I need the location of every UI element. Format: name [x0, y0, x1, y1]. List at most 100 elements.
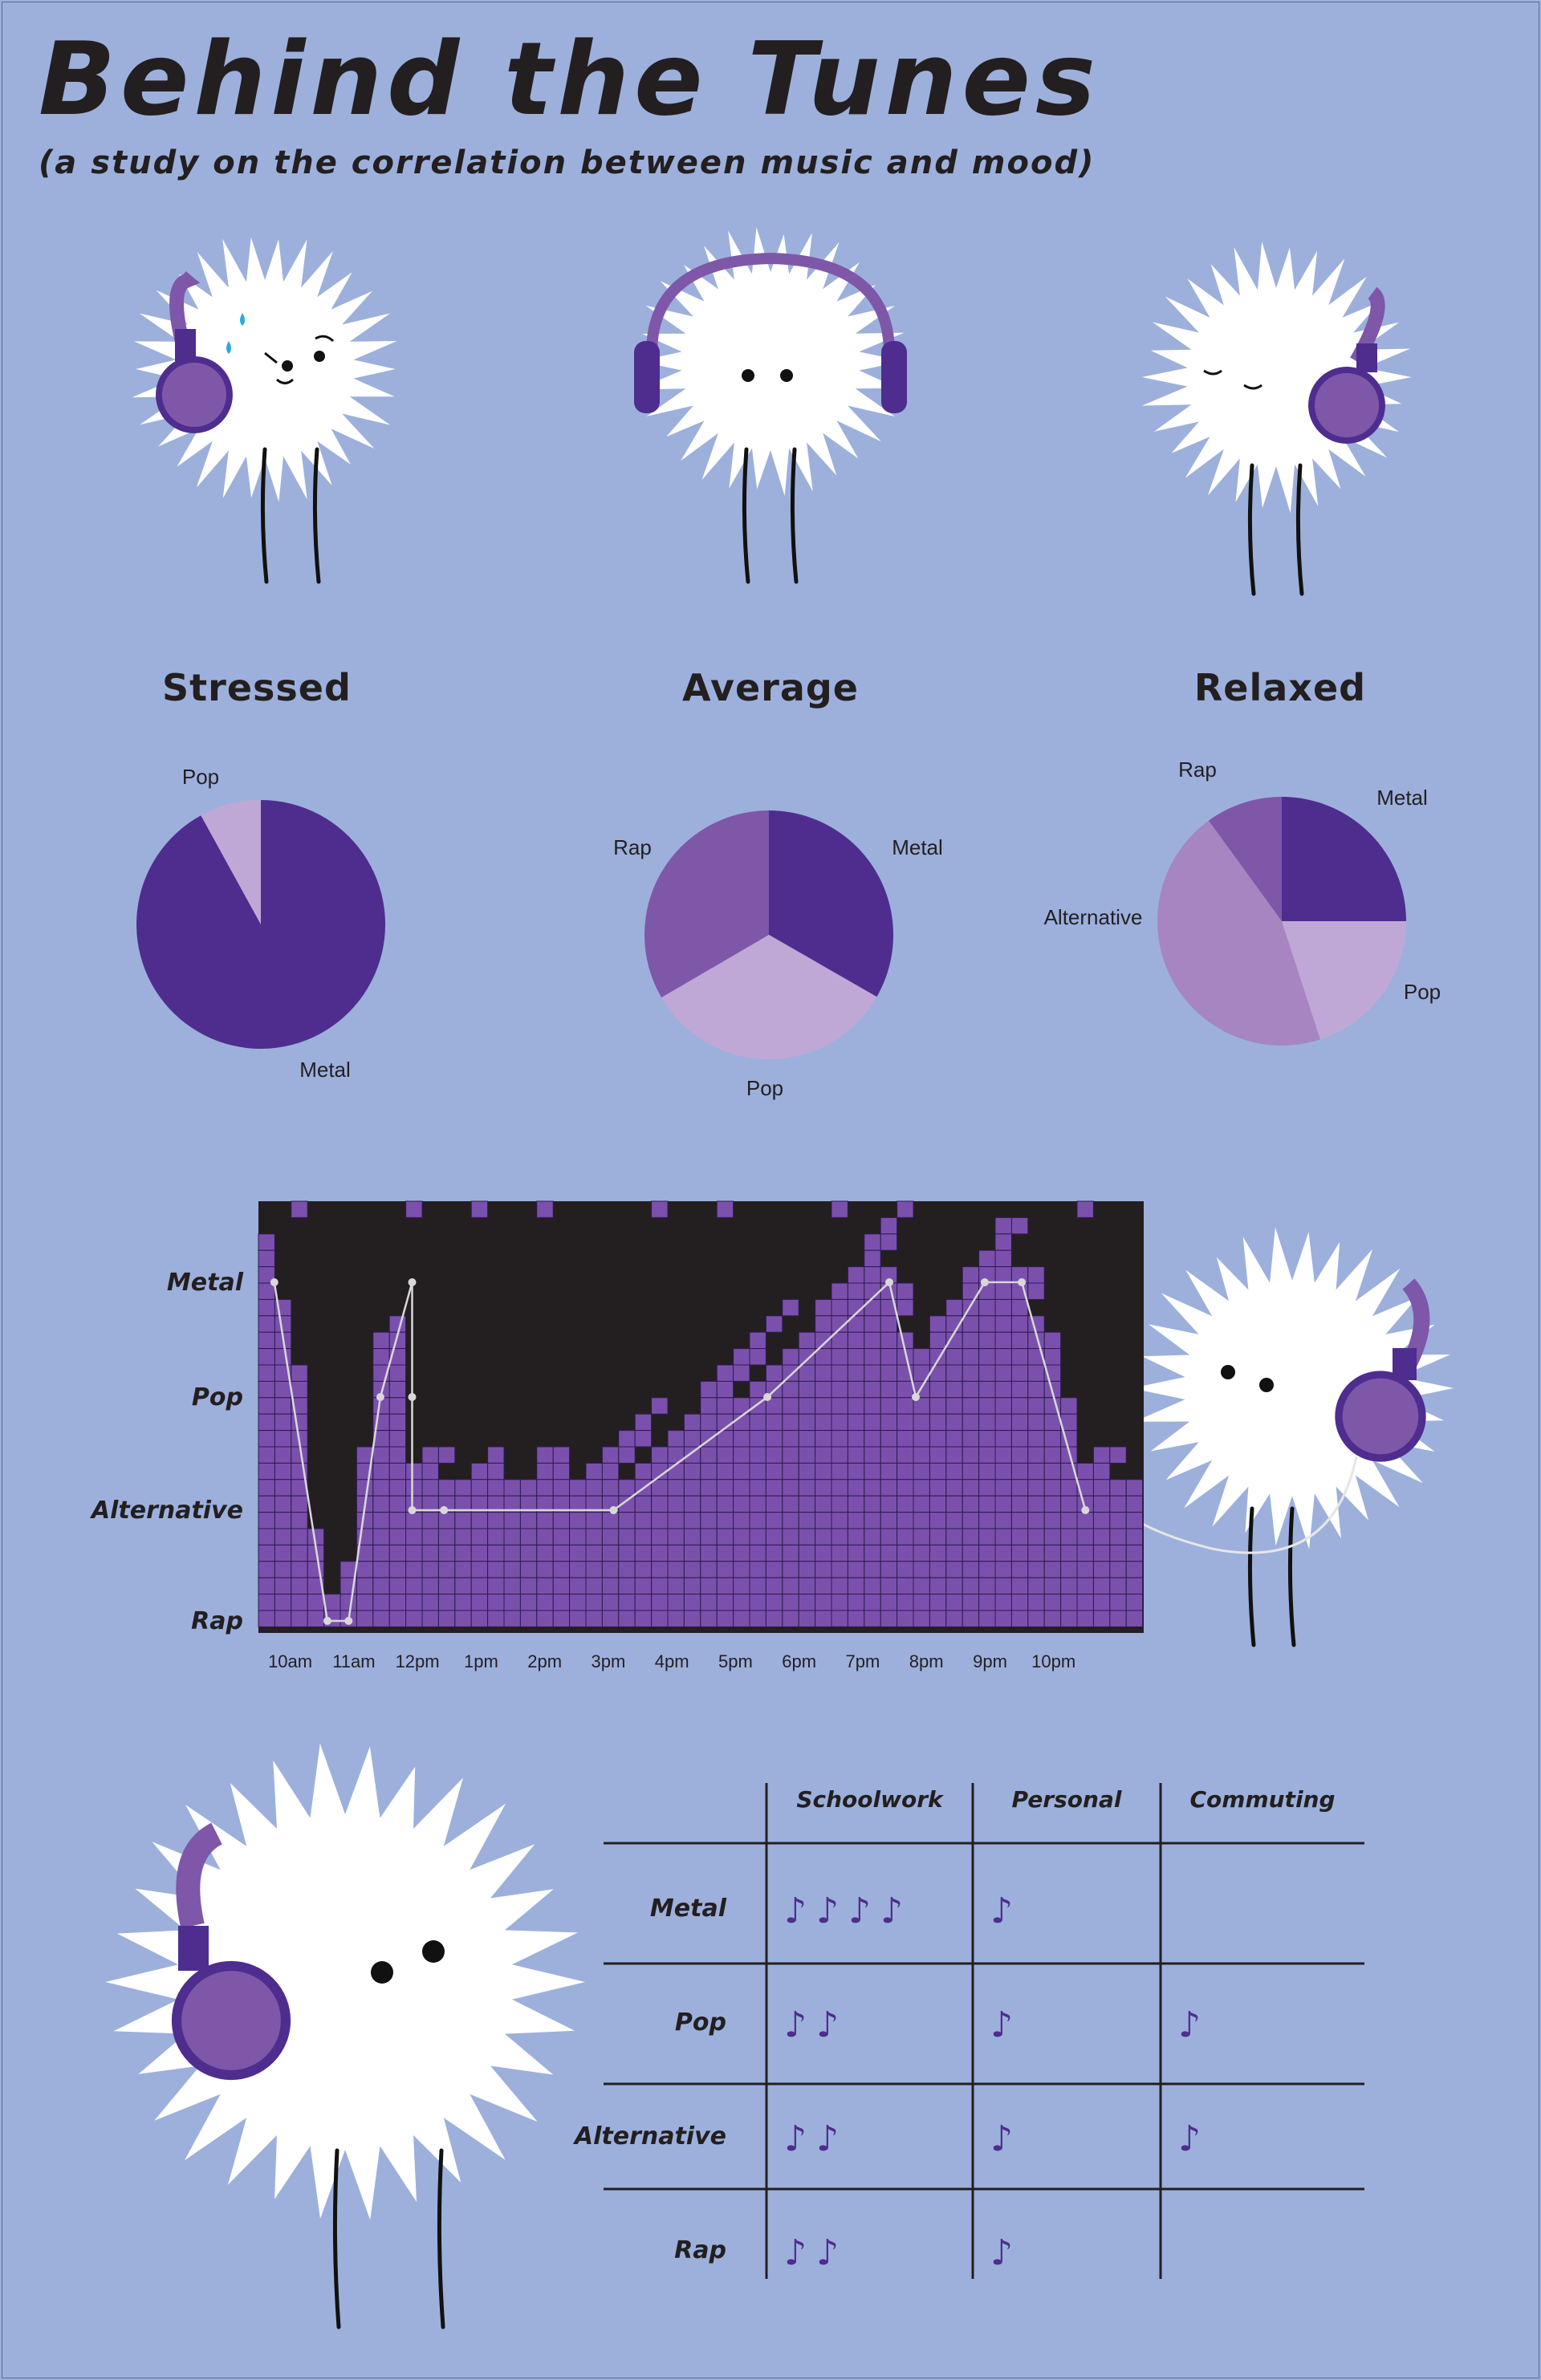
area-cell	[569, 1594, 587, 1611]
area-cell	[1027, 1544, 1045, 1562]
area-cell	[1010, 1331, 1029, 1350]
pie-slice-metal	[1282, 797, 1406, 921]
area-cell	[962, 1462, 980, 1480]
area-cell	[880, 1315, 898, 1333]
area-cell	[519, 1544, 538, 1562]
pie-label-rap: Rap	[1178, 757, 1217, 782]
leg	[332, 2148, 341, 2329]
area-cell	[1060, 1610, 1078, 1627]
area-cell	[831, 1544, 848, 1562]
area-cell	[437, 1446, 456, 1464]
area-cell	[667, 1512, 685, 1529]
area-cell	[864, 1610, 881, 1627]
area-cell	[405, 1561, 423, 1578]
area-cell	[847, 1331, 865, 1350]
area-cell	[585, 1528, 603, 1545]
area-cell	[651, 1561, 669, 1578]
area-cell	[945, 1594, 963, 1611]
area-cell	[291, 1577, 308, 1595]
area-cell	[765, 1413, 783, 1432]
area-cell	[519, 1512, 538, 1529]
area-cell	[978, 1479, 996, 1497]
x-tick-label: 8pm	[909, 1651, 944, 1671]
area-cell	[994, 1331, 1012, 1350]
headphone-arm	[178, 1926, 209, 1971]
area-cell	[274, 1446, 292, 1464]
area-cell	[994, 1479, 1012, 1497]
area-cell	[929, 1512, 947, 1529]
area-cell	[815, 1577, 832, 1595]
area-cell	[945, 1479, 963, 1497]
x-tick-label: 3pm	[592, 1651, 626, 1671]
area-cell	[782, 1413, 799, 1432]
music-note-icon: ♪	[784, 2232, 807, 2273]
area-cell	[994, 1216, 1012, 1235]
area-cell	[913, 1348, 930, 1366]
area-cell	[634, 1528, 653, 1545]
area-cell	[421, 1479, 439, 1497]
area-cell	[421, 1610, 439, 1627]
area-cell	[962, 1331, 980, 1350]
area-cell	[1043, 1528, 1062, 1545]
area-cell	[945, 1495, 963, 1513]
area-cell	[258, 1495, 275, 1513]
area-cell	[1109, 1446, 1127, 1464]
area-cell	[815, 1594, 832, 1611]
area-cell	[978, 1577, 996, 1595]
area-cell	[585, 1594, 603, 1611]
area-cell	[1027, 1577, 1045, 1595]
area-cell	[274, 1315, 292, 1333]
area-cell	[897, 1561, 914, 1578]
area-cell	[716, 1577, 734, 1595]
area-cell	[880, 1544, 898, 1562]
area-cell	[1092, 1577, 1111, 1595]
area-cell	[667, 1479, 685, 1497]
area-cell	[274, 1544, 292, 1562]
area-cell	[1125, 1495, 1144, 1513]
area-cell	[651, 1479, 669, 1497]
area-cell	[470, 1610, 489, 1627]
area-cell	[405, 1479, 423, 1497]
music-note-icon: ♪	[816, 2232, 839, 2273]
area-cell	[1092, 1594, 1111, 1611]
area-cell	[733, 1348, 750, 1366]
area-cell	[258, 1528, 275, 1545]
area-cell	[634, 1544, 653, 1562]
area-cell	[847, 1430, 865, 1448]
area-cell	[1010, 1397, 1029, 1415]
x-tick-label: 12pm	[396, 1651, 440, 1671]
area-cell	[1027, 1364, 1045, 1382]
area-cell	[585, 1544, 603, 1562]
area-cell	[749, 1348, 766, 1366]
area-cell	[372, 1348, 390, 1366]
area-cell	[782, 1348, 799, 1366]
pie-chart-relaxed: Metal Pop Alternative Rap	[1044, 757, 1441, 1046]
area-cell	[1125, 1528, 1144, 1545]
area-cell	[1010, 1413, 1029, 1432]
music-note-icon: ♪	[880, 1891, 903, 1931]
area-cell	[831, 1528, 848, 1545]
area-cell	[274, 1610, 292, 1627]
area-cell	[765, 1544, 783, 1562]
area-cell	[388, 1397, 407, 1415]
area-cell	[634, 1512, 653, 1529]
area-cell	[798, 1544, 816, 1562]
area-cell	[978, 1315, 996, 1333]
area-cell	[519, 1528, 538, 1545]
data-point	[1018, 1278, 1027, 1286]
area-cell	[700, 1380, 718, 1399]
area-cell	[815, 1479, 832, 1497]
sweat-drop	[240, 313, 245, 326]
area-cell	[1010, 1561, 1029, 1578]
area-cell	[1043, 1512, 1062, 1529]
area-cell	[716, 1610, 734, 1627]
area-cell	[864, 1397, 881, 1415]
area-cell	[815, 1413, 832, 1432]
area-cell	[864, 1479, 881, 1497]
area-cell	[536, 1479, 554, 1497]
area-cell	[487, 1512, 505, 1529]
area-cell	[569, 1479, 587, 1497]
area-cell	[421, 1528, 439, 1545]
area-cell	[765, 1512, 783, 1529]
